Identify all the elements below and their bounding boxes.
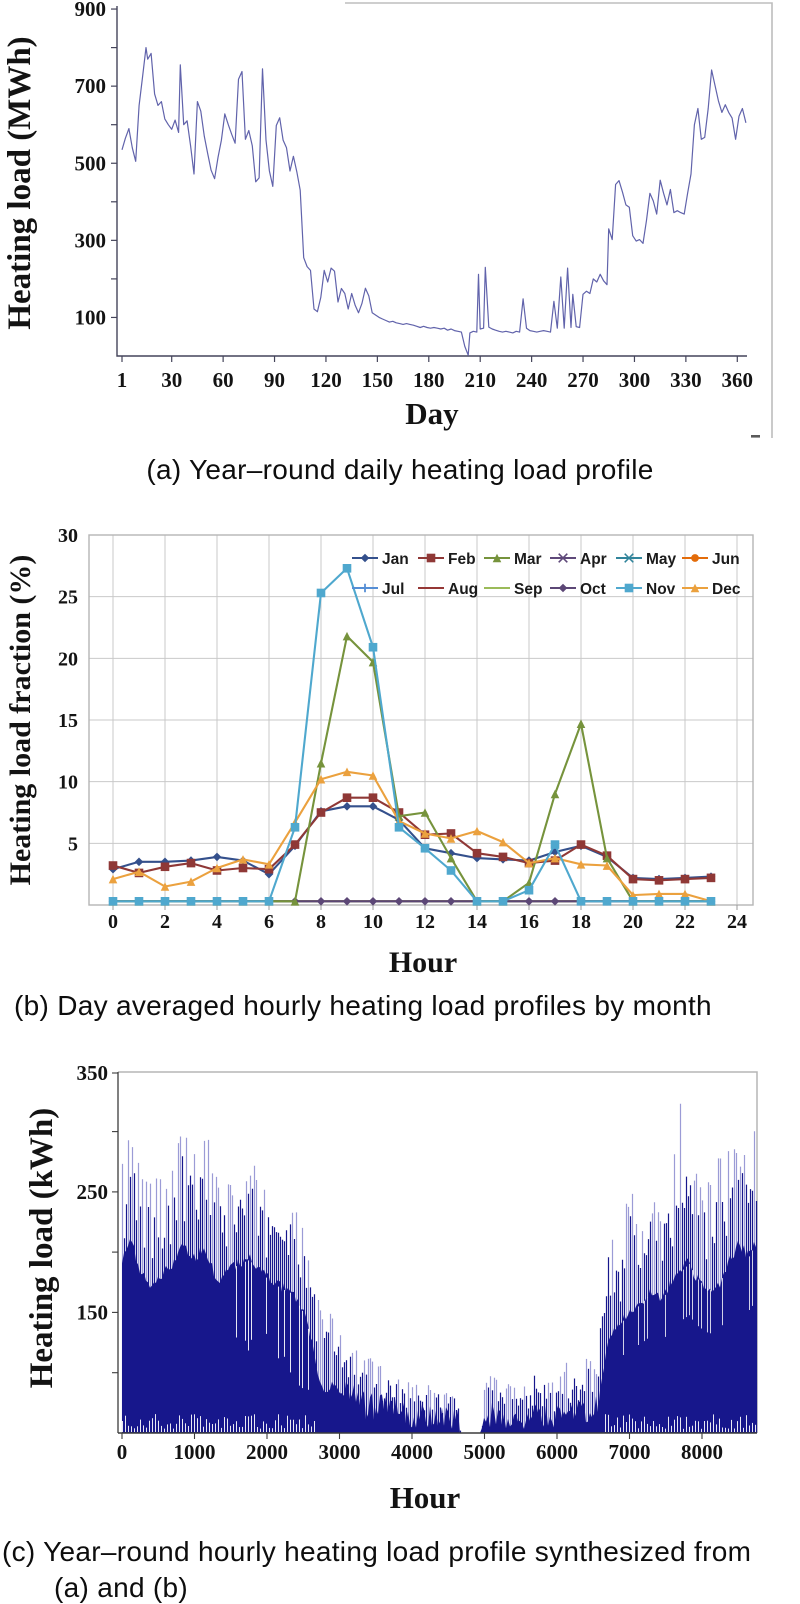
svg-text:May: May [646,551,677,568]
svg-text:10: 10 [363,911,383,933]
svg-text:20: 20 [623,911,643,933]
caption-c-line1: (c) Year–round hourly heating load profi… [2,1536,752,1567]
svg-text:270: 270 [567,368,599,392]
svg-text:180: 180 [413,368,445,392]
svg-text:6: 6 [264,911,274,933]
svg-text:2000: 2000 [246,1440,288,1464]
svg-text:8000: 8000 [681,1440,723,1464]
svg-text:210: 210 [464,368,496,392]
svg-text:120: 120 [310,368,342,392]
caption-c-line2: (a) and (b) [54,1572,189,1604]
svg-text:18: 18 [571,911,591,933]
svg-text:1: 1 [117,368,128,392]
svg-text:Apr: Apr [580,551,607,568]
svg-text:300: 300 [619,368,651,392]
svg-text:3000: 3000 [319,1440,361,1464]
svg-text:30: 30 [58,525,78,547]
svg-text:2: 2 [160,911,170,933]
svg-text:360: 360 [722,368,754,392]
svg-text:Oct: Oct [580,581,606,598]
caption-c: (c) Year–round hourly heating load profi… [2,1534,798,1604]
caption-a: (a) Year–round daily heating load profil… [146,454,654,485]
svg-text:16: 16 [519,911,539,933]
svg-text:Mar: Mar [514,551,542,568]
svg-text:Jun: Jun [712,551,740,568]
svg-text:150: 150 [362,368,394,392]
svg-text:0: 0 [108,911,118,933]
svg-text:22: 22 [675,911,695,933]
svg-text:4: 4 [212,911,222,933]
svg-text:30: 30 [161,368,182,392]
svg-text:60: 60 [213,368,234,392]
svg-text:900: 900 [75,0,107,21]
svg-text:100: 100 [75,305,107,329]
svg-text:Hour: Hour [390,1480,461,1515]
svg-text:Sep: Sep [514,581,542,598]
caption-b: (b) Day averaged hourly heating load pro… [14,990,712,1021]
chart-c: 150 250 350 0 1000 2000 3000 4000 5000 6000 7000 80… [24,1061,758,1515]
svg-text:Nov: Nov [646,581,676,598]
svg-text:Day: Day [405,396,459,431]
svg-text:Dec: Dec [712,581,741,598]
svg-text:Hour: Hour [389,946,457,979]
svg-text:350: 350 [77,1061,109,1085]
svg-text:4000: 4000 [391,1440,433,1464]
svg-text:14: 14 [467,911,487,933]
svg-text:12: 12 [415,911,435,933]
svg-text:Jan: Jan [382,551,409,568]
svg-text:Feb: Feb [448,551,476,568]
chart-a: 100 300 500 700 900 1 30 60 90 120 150 180 210 240 270… [2,0,773,438]
svg-text:Heating load (MWh): Heating load (MWh) [2,36,38,329]
svg-text:24: 24 [727,911,747,933]
svg-text:240: 240 [516,368,548,392]
svg-text:700: 700 [75,74,107,98]
svg-text:Heating load (kWh): Heating load (kWh) [24,1108,60,1389]
svg-text:7000: 7000 [609,1440,651,1464]
svg-text:6000: 6000 [536,1440,578,1464]
svg-text:150: 150 [77,1300,109,1324]
svg-text:500: 500 [75,151,107,175]
svg-text:Heating load fraction (%): Heating load fraction (%) [4,555,37,886]
svg-text:Aug: Aug [448,581,478,598]
svg-text:0: 0 [117,1440,128,1464]
svg-text:25: 25 [58,587,78,609]
svg-text:5: 5 [68,833,78,855]
svg-text:10: 10 [58,772,78,794]
svg-text:300: 300 [75,228,107,252]
svg-text:15: 15 [58,710,78,732]
svg-text:5000: 5000 [464,1440,506,1464]
svg-text:1000: 1000 [174,1440,216,1464]
svg-text:20: 20 [58,648,78,670]
svg-text:8: 8 [316,911,326,933]
svg-text:330: 330 [670,368,702,392]
svg-text:250: 250 [77,1180,109,1204]
svg-text:90: 90 [264,368,285,392]
svg-text:Jul: Jul [382,581,404,598]
